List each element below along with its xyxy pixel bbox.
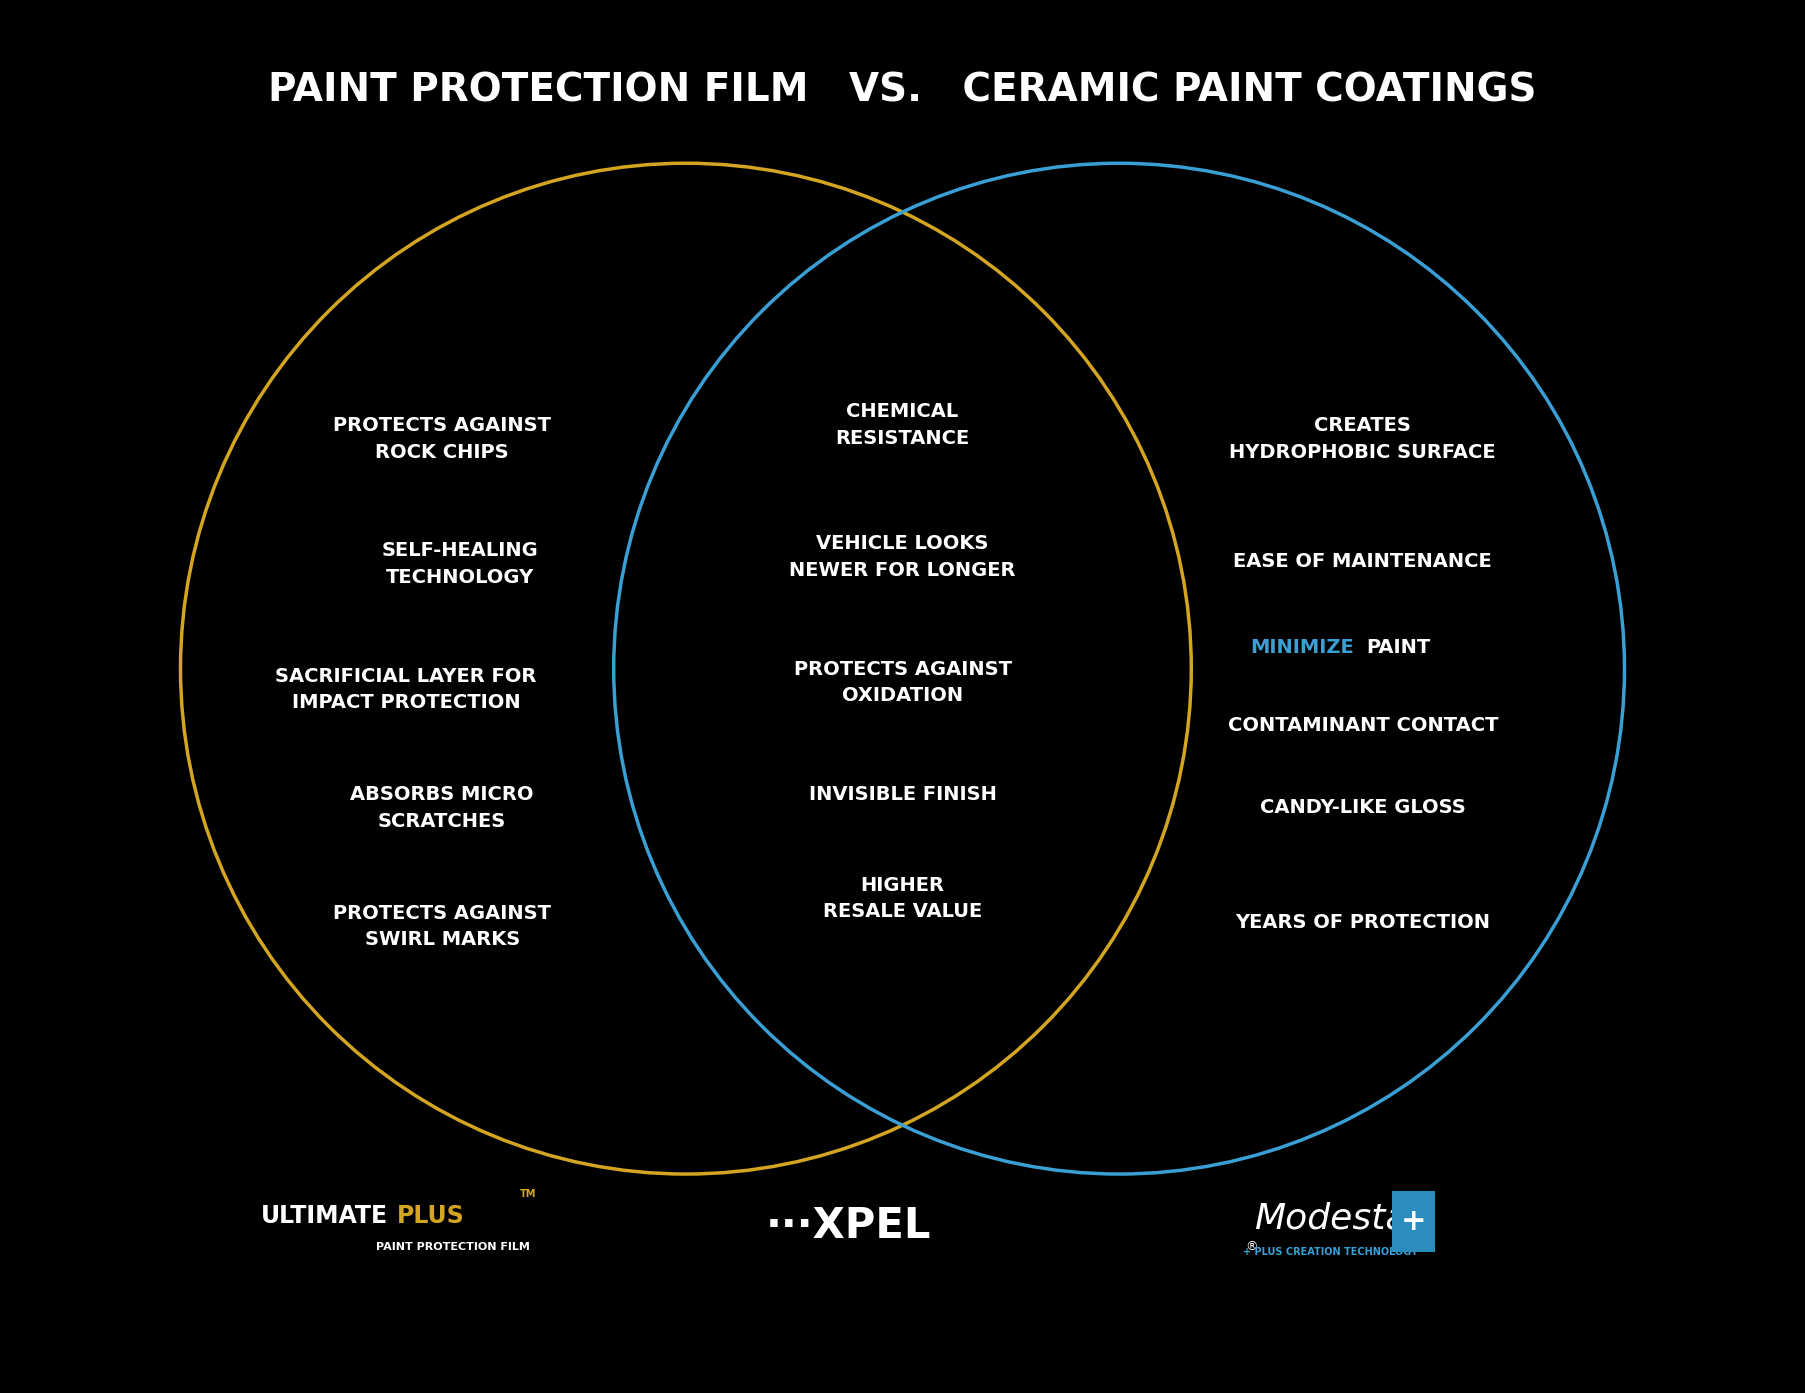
Text: MINIMIZE: MINIMIZE <box>1251 638 1354 657</box>
Text: ®: ® <box>1245 1240 1258 1254</box>
Text: SACRIFICIAL LAYER FOR
IMPACT PROTECTION: SACRIFICIAL LAYER FOR IMPACT PROTECTION <box>276 667 536 712</box>
Text: +: + <box>1401 1208 1426 1236</box>
FancyBboxPatch shape <box>1392 1191 1435 1252</box>
Text: PAINT PROTECTION FILM   VS.   CERAMIC PAINT COATINGS: PAINT PROTECTION FILM VS. CERAMIC PAINT … <box>269 71 1536 110</box>
Text: INVISIBLE FINISH: INVISIBLE FINISH <box>809 784 996 804</box>
Text: CONTAMINANT CONTACT: CONTAMINANT CONTACT <box>1227 716 1498 736</box>
Text: PLUS: PLUS <box>397 1204 466 1229</box>
Text: PROTECTS AGAINST
SWIRL MARKS: PROTECTS AGAINST SWIRL MARKS <box>334 904 551 949</box>
Text: PROTECTS AGAINST
ROCK CHIPS: PROTECTS AGAINST ROCK CHIPS <box>334 417 551 461</box>
Text: CREATES
HYDROPHOBIC SURFACE: CREATES HYDROPHOBIC SURFACE <box>1229 417 1496 461</box>
Text: PAINT PROTECTION FILM: PAINT PROTECTION FILM <box>375 1241 531 1252</box>
Text: SELF-HEALING
TECHNOLOGY: SELF-HEALING TECHNOLOGY <box>383 542 538 586</box>
Text: PAINT: PAINT <box>1366 638 1431 657</box>
Text: + PLUS CREATION TECHNOLOGY: + PLUS CREATION TECHNOLOGY <box>1244 1247 1417 1258</box>
Text: ···XPEL: ···XPEL <box>765 1205 931 1247</box>
Text: VEHICLE LOOKS
NEWER FOR LONGER: VEHICLE LOOKS NEWER FOR LONGER <box>789 535 1016 579</box>
Text: TM: TM <box>520 1188 536 1199</box>
Text: CANDY-LIKE GLOSS: CANDY-LIKE GLOSS <box>1260 798 1466 818</box>
Text: ULTIMATE: ULTIMATE <box>262 1204 388 1229</box>
Text: HIGHER
RESALE VALUE: HIGHER RESALE VALUE <box>823 876 982 921</box>
Text: YEARS OF PROTECTION: YEARS OF PROTECTION <box>1235 912 1491 932</box>
Text: Modesta: Modesta <box>1254 1202 1408 1236</box>
Text: CHEMICAL
RESISTANCE: CHEMICAL RESISTANCE <box>836 403 969 447</box>
Text: PROTECTS AGAINST
OXIDATION: PROTECTS AGAINST OXIDATION <box>794 660 1011 705</box>
Text: ABSORBS MICRO
SCRATCHES: ABSORBS MICRO SCRATCHES <box>350 786 534 830</box>
Text: EASE OF MAINTENANCE: EASE OF MAINTENANCE <box>1233 552 1493 571</box>
